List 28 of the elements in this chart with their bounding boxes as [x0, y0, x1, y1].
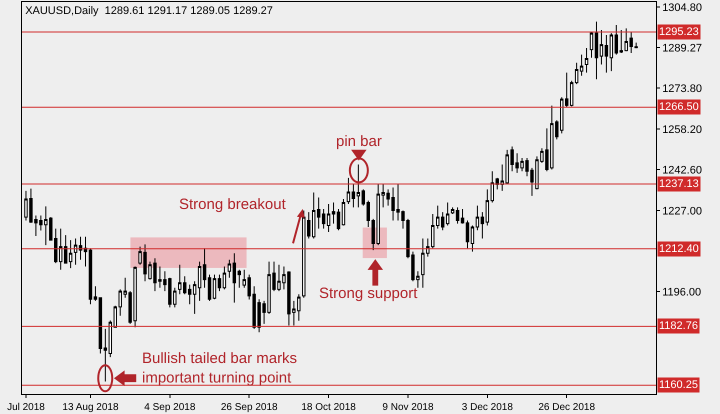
ref-line-label: 1212.40: [659, 243, 699, 255]
annotation: Strong breakout: [179, 196, 287, 213]
x-tick-label: Jul 2018: [7, 402, 46, 413]
annotation: Strong support: [319, 285, 418, 302]
annotation: Bullish tailed bar marks important turning point: [142, 350, 298, 386]
y-tick-label: 1258.20: [662, 124, 702, 136]
y-tick-label: 1304.80: [662, 2, 702, 14]
x-tick-label: 4 Sep 2018: [144, 402, 196, 413]
y-tick-label: 1196.00: [662, 286, 702, 299]
x-tick-label: 3 Dec 2018: [462, 402, 514, 413]
candlestick: [590, 31, 594, 58]
y-tick-label: 1227.00: [662, 205, 702, 218]
x-tick-label: 18 Oct 2018: [301, 402, 356, 413]
x-tick-label: 9 Nov 2018: [382, 402, 434, 413]
annotation: pin bar: [336, 133, 382, 150]
ref-line-label: 1237.13: [659, 178, 699, 190]
x-tick-label: 26 Sep 2018: [220, 402, 278, 413]
y-tick-label: 1273.80: [662, 82, 702, 95]
x-tick-label: 13 Aug 2018: [62, 402, 119, 413]
chart-title: XAUUSD,Daily 1289.61 1291.17 1289.05 1289.27: [25, 4, 273, 17]
x-tick-label: 26 Dec 2018: [538, 402, 596, 413]
y-tick-label: 1242.60: [662, 164, 702, 177]
ref-line-label: 1295.23: [659, 26, 699, 38]
ref-line-label: 1182.76: [659, 320, 698, 332]
ref-line-label: 1266.50: [659, 101, 699, 113]
candlestick: [584, 48, 588, 74]
ref-line-label: 1160.25: [659, 379, 698, 391]
y-tick-label: 1289.27: [662, 42, 702, 54]
